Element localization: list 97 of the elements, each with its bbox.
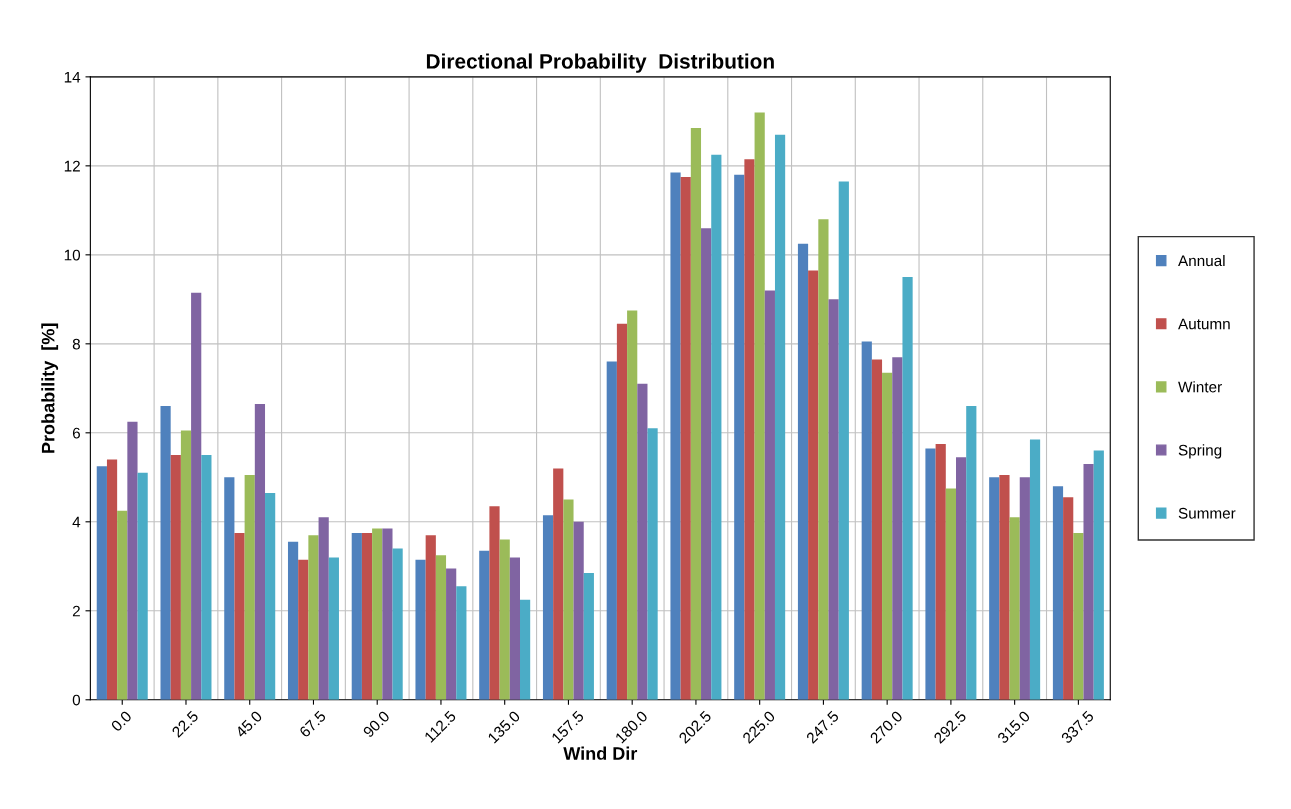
bar — [1029, 439, 1041, 700]
bar — [744, 159, 755, 700]
bar — [415, 559, 426, 700]
bar — [1093, 450, 1104, 700]
y-tick-label: 4 — [72, 516, 81, 528]
bar — [520, 599, 531, 700]
x-tick-label: 0.0 — [110, 710, 133, 733]
bar — [583, 572, 594, 700]
bar — [191, 292, 202, 700]
y-tick-label: 10 — [64, 249, 81, 261]
y-tick-label: 8 — [72, 338, 80, 350]
bar — [542, 515, 554, 700]
bar — [382, 528, 393, 700]
bar — [882, 372, 893, 700]
bar — [479, 550, 490, 700]
bar — [499, 539, 510, 700]
bar — [244, 475, 255, 700]
legend-label: Summer — [1178, 507, 1236, 519]
bar — [180, 430, 192, 700]
bar — [935, 443, 946, 700]
bar — [234, 532, 245, 700]
bar — [1073, 532, 1084, 700]
bar — [328, 557, 339, 700]
legend-label: Annual — [1178, 254, 1225, 267]
bar — [351, 532, 362, 700]
bar — [956, 457, 967, 700]
bar — [137, 472, 148, 700]
bar — [647, 428, 658, 700]
bar — [861, 341, 872, 700]
legend-label: Spring — [1178, 444, 1222, 459]
bar — [170, 455, 181, 700]
bar — [106, 459, 118, 700]
bar — [902, 277, 913, 700]
bar — [298, 559, 309, 700]
bar — [808, 270, 819, 700]
bar — [764, 290, 775, 700]
bar — [392, 548, 403, 700]
bar — [774, 134, 786, 700]
bar — [925, 448, 936, 700]
bar — [989, 477, 1000, 700]
bar — [999, 475, 1010, 700]
bar — [489, 506, 500, 700]
bar — [701, 228, 712, 700]
bar — [425, 535, 436, 700]
bar — [318, 517, 329, 700]
bar — [117, 510, 128, 700]
bar — [1052, 486, 1064, 700]
bar — [201, 455, 212, 700]
bar — [456, 586, 467, 700]
legend-label: Winter — [1178, 381, 1222, 393]
bar — [224, 477, 235, 700]
bar — [966, 406, 977, 700]
y-tick-label: 0 — [72, 694, 81, 706]
bar — [573, 521, 584, 700]
y-tick-label: 12 — [64, 160, 80, 172]
bar — [160, 406, 171, 700]
bar — [372, 528, 383, 700]
y-axis-title: Probability [%] — [41, 323, 59, 453]
bar — [680, 176, 691, 700]
bar — [616, 323, 628, 700]
bar — [627, 310, 638, 700]
bar — [96, 466, 107, 700]
bar — [711, 154, 722, 700]
bar — [818, 219, 829, 700]
bar — [945, 488, 956, 700]
bar — [308, 535, 319, 700]
bar — [1019, 477, 1030, 700]
bar — [797, 243, 809, 700]
bar — [361, 532, 373, 700]
bar — [509, 557, 520, 700]
bar — [563, 499, 574, 700]
chart-title: Directional Probability Distribution — [426, 53, 774, 73]
bar — [1083, 463, 1094, 700]
bar — [265, 492, 276, 700]
bar — [446, 568, 457, 700]
bar — [871, 359, 883, 700]
bar — [287, 541, 299, 700]
bar — [606, 361, 617, 700]
bar — [637, 383, 648, 700]
bar — [754, 112, 765, 700]
bar — [670, 172, 681, 700]
bar — [1009, 517, 1020, 700]
bar — [734, 174, 745, 700]
bar — [892, 357, 903, 700]
y-tick-label: 2 — [72, 605, 80, 617]
bar — [553, 468, 564, 700]
bar — [828, 299, 839, 700]
y-tick-label: 14 — [64, 71, 81, 83]
legend-label: Autumn — [1178, 318, 1230, 330]
bar — [254, 403, 266, 700]
bar — [127, 421, 138, 700]
bar — [435, 555, 447, 700]
bar — [838, 181, 849, 700]
y-tick-label: 6 — [72, 427, 80, 439]
x-axis-title: Wind Dir — [563, 746, 638, 760]
bar — [1063, 497, 1074, 700]
bar — [690, 128, 702, 700]
